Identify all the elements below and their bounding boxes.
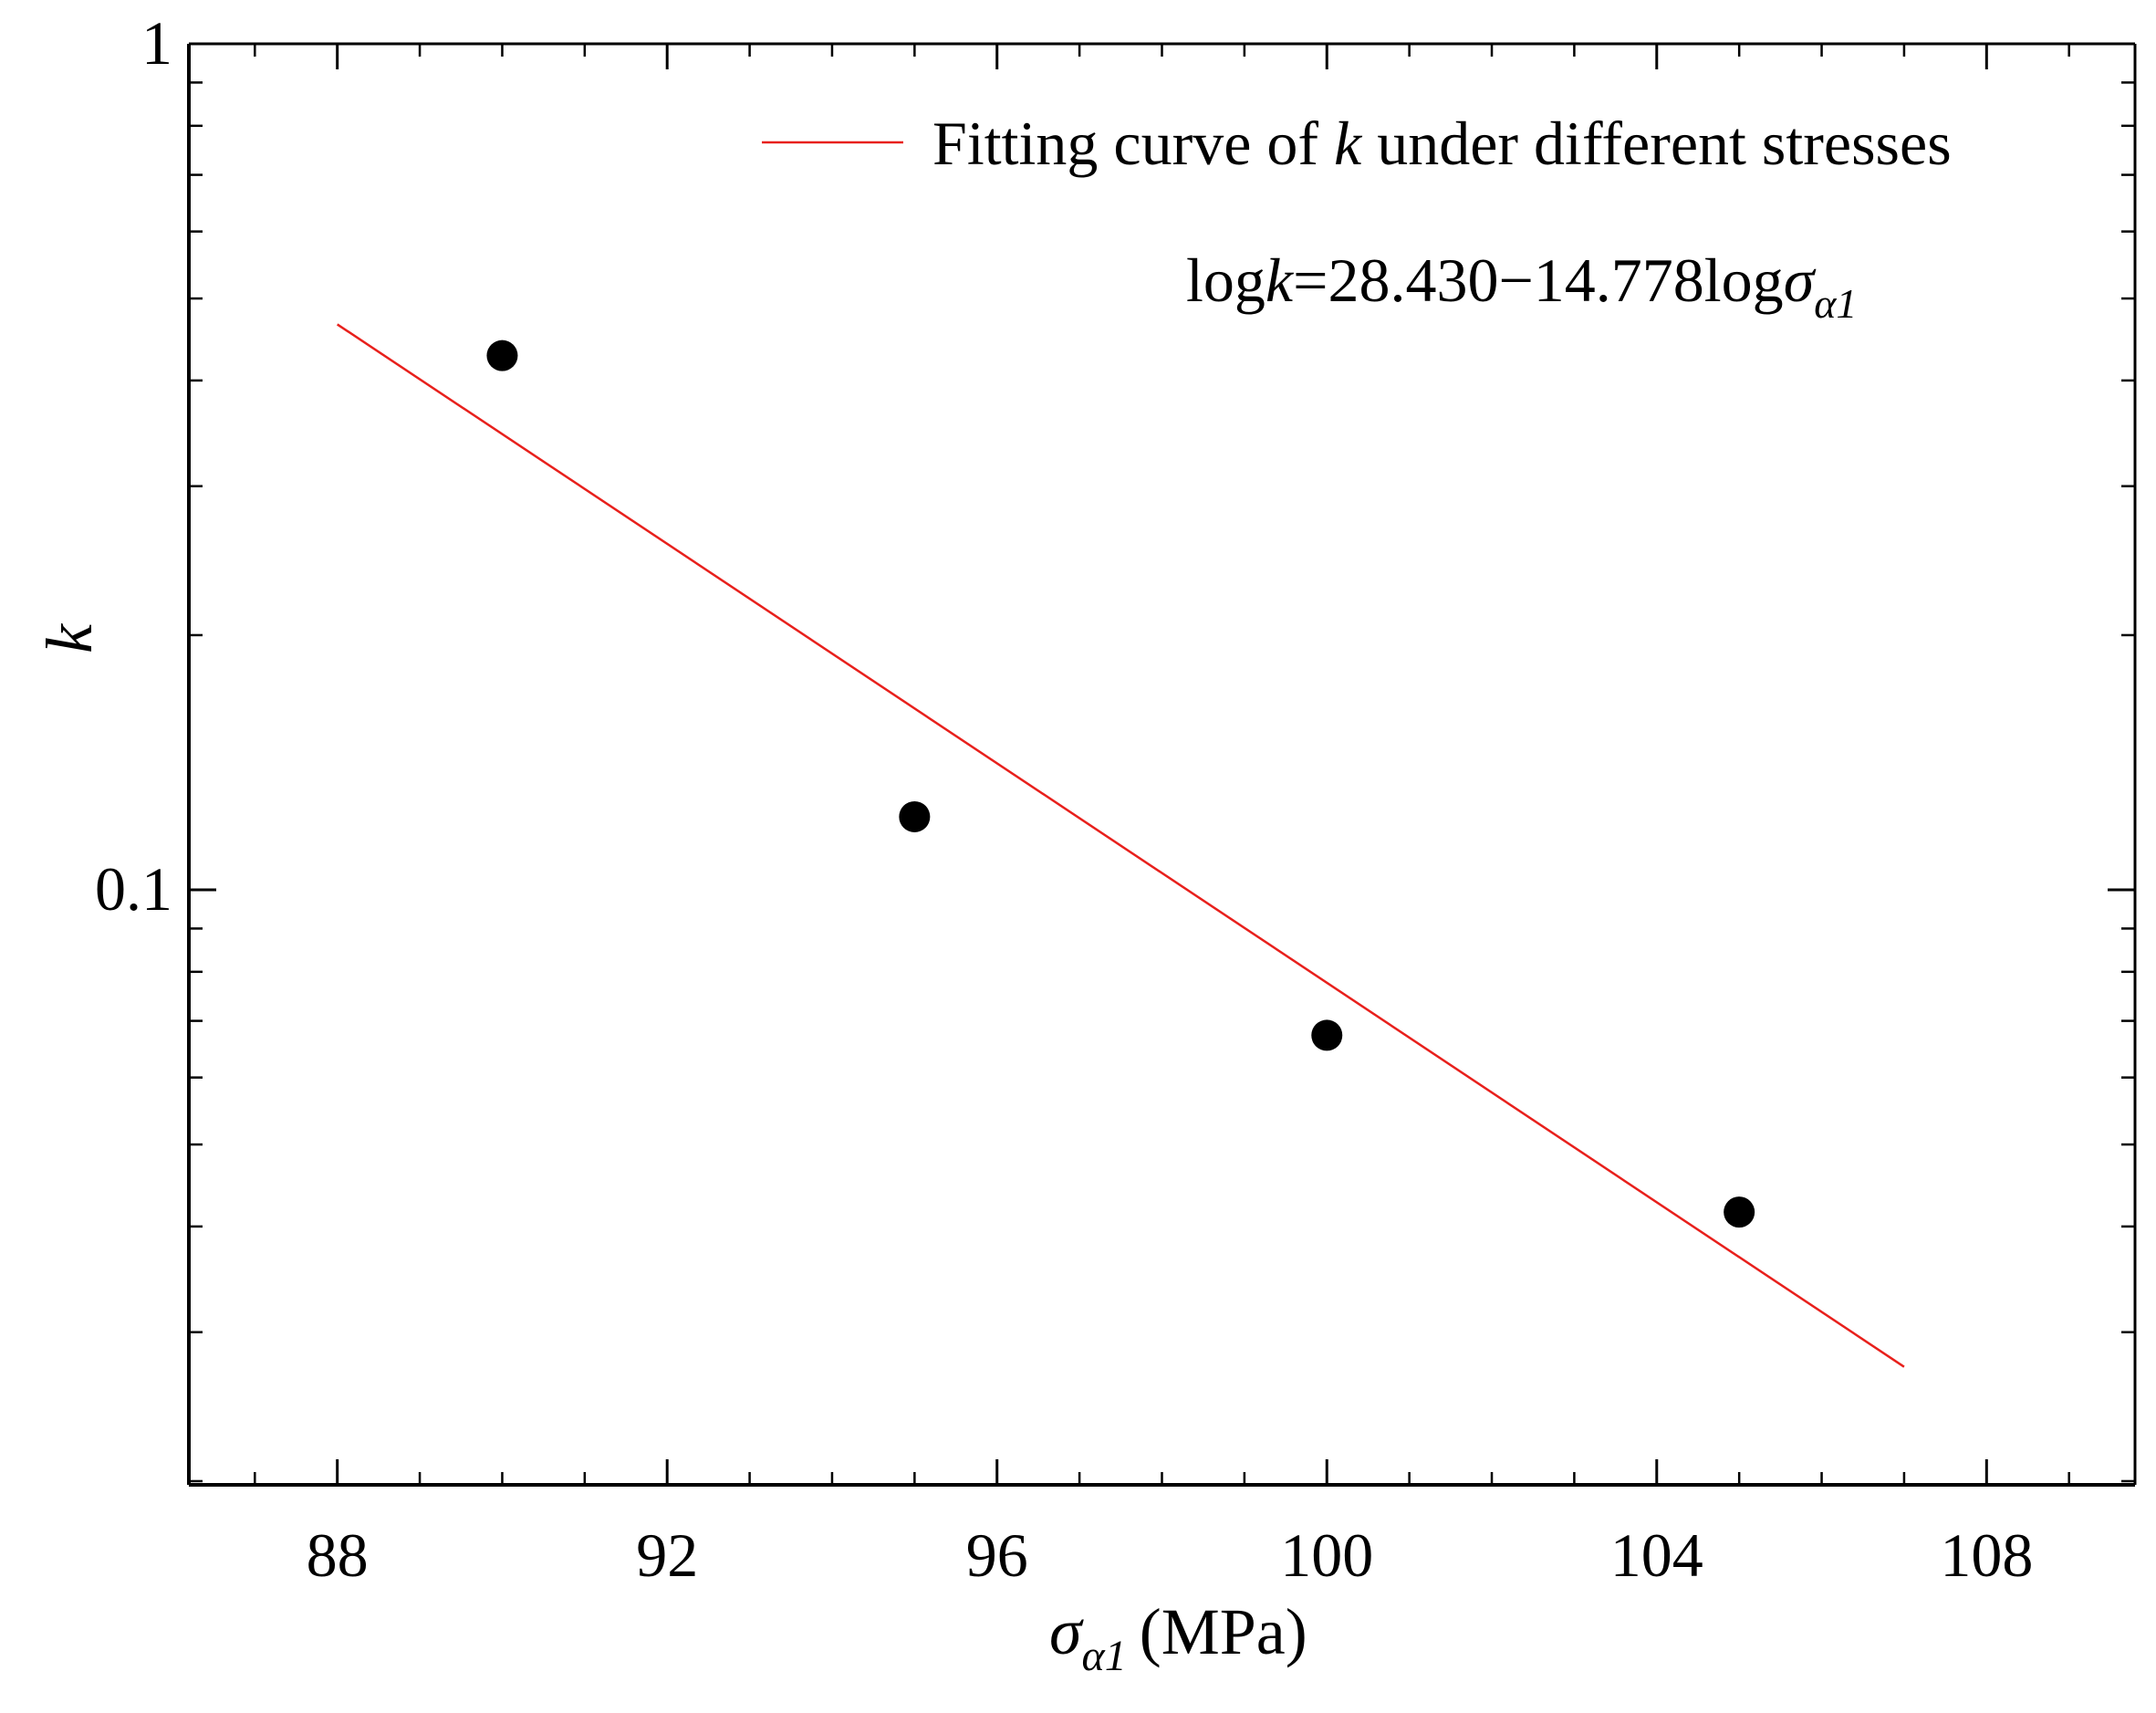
x-tick-label: 104 (1610, 1520, 1703, 1590)
x-axis-title-subscript: α1 (1082, 1632, 1127, 1680)
x-axis-title-sigma: σ (1049, 1595, 1084, 1668)
x-tick-label: 108 (1940, 1520, 2033, 1590)
legend-label-before: Fitting curve of (932, 109, 1334, 178)
equation-log-prefix: log (1186, 245, 1265, 315)
x-tick-label: 88 (307, 1520, 369, 1590)
data-point (899, 800, 931, 832)
x-tick-label: 92 (636, 1520, 698, 1590)
y-tick-label: 1 (141, 8, 172, 78)
equation-k: k (1265, 245, 1295, 315)
legend-label: Fitting curve of k under different stres… (932, 109, 1952, 178)
y-axis-title: k (33, 622, 106, 653)
legend-label-after: under different stresses (1361, 109, 1951, 178)
legend-label-k: k (1334, 109, 1363, 178)
data-point (1311, 1019, 1343, 1051)
fit-equation: logk=28.430−14.778logσα1 (1186, 245, 1857, 327)
fit-curve-line (336, 323, 1905, 1368)
x-tick-label: 96 (966, 1520, 1028, 1590)
equation-middle: =28.430−14.778log (1293, 245, 1784, 315)
data-point (486, 339, 518, 371)
equation-subscript: α1 (1814, 280, 1857, 327)
y-tick-label: 0.1 (95, 854, 172, 924)
equation-sigma: σ (1784, 245, 1817, 315)
x-tick-label: 100 (1280, 1520, 1373, 1590)
data-point (1724, 1196, 1755, 1228)
x-axis-title-unit: (MPa) (1140, 1595, 1307, 1668)
x-axis-title: σα1 (MPa) (1049, 1595, 1307, 1680)
legend: Fitting curve of k under different stres… (762, 109, 1952, 178)
